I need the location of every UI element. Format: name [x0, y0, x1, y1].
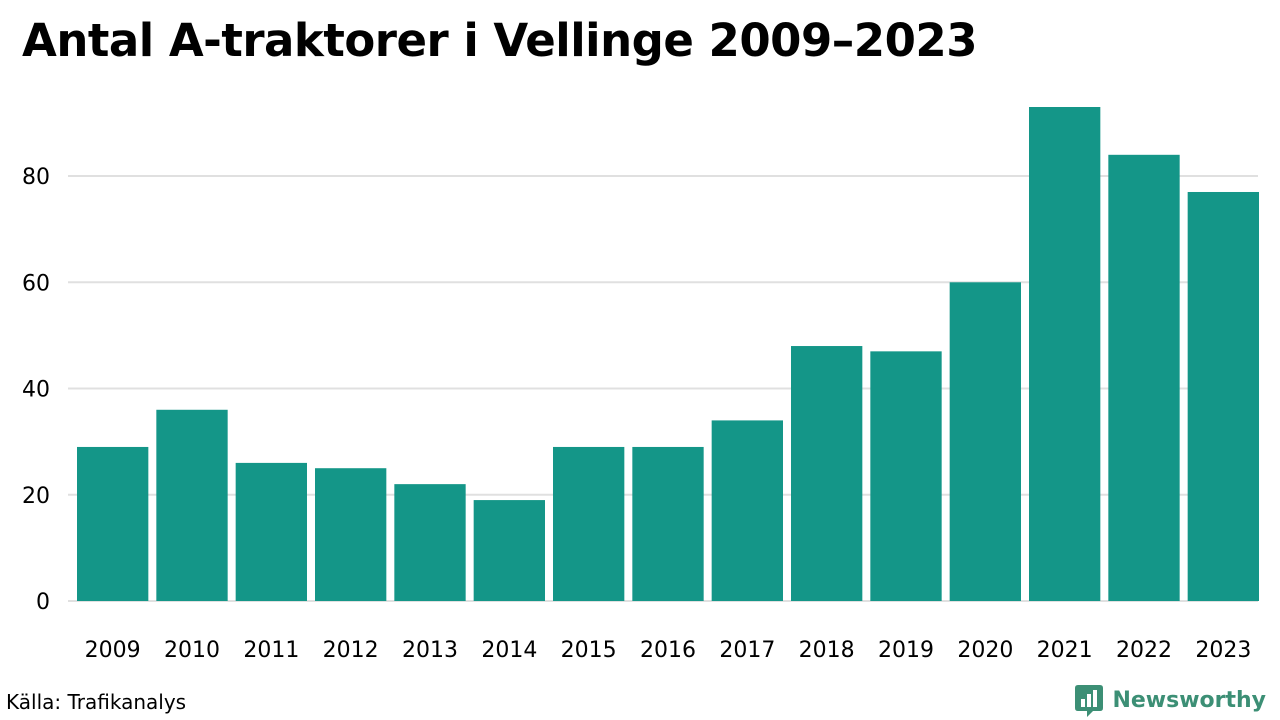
bar-2015[interactable]: [553, 446, 625, 601]
y-tick-label: 80: [22, 165, 50, 190]
chart-title: Antal A-traktorer i Vellinge 2009–2023: [22, 14, 978, 67]
bar-2019[interactable]: [870, 351, 942, 601]
x-tick-label: 2018: [799, 638, 855, 663]
x-tick-label: 2021: [1037, 638, 1093, 663]
x-tick-label: 2016: [640, 638, 696, 663]
brand: Newsworthy: [1074, 684, 1266, 717]
x-tick-label: 2009: [85, 638, 141, 663]
x-tick-label: 2014: [481, 638, 537, 663]
x-tick-label: 2019: [878, 638, 934, 663]
bar-2011[interactable]: [235, 462, 307, 601]
bar-2022[interactable]: [1108, 154, 1180, 601]
x-tick-label: 2012: [323, 638, 379, 663]
x-tick-label: 2022: [1116, 638, 1172, 663]
bar-2020[interactable]: [949, 282, 1021, 601]
x-tick-label: 2013: [402, 638, 458, 663]
bar-2010[interactable]: [156, 409, 228, 601]
source-label: Källa: Trafikanalys: [6, 690, 187, 714]
bar-2013[interactable]: [394, 484, 466, 601]
bar-2014[interactable]: [473, 500, 545, 601]
y-tick-label: 60: [22, 271, 50, 296]
y-tick-label: 40: [22, 378, 50, 403]
x-tick-label: 2017: [719, 638, 775, 663]
x-tick-label: 2011: [243, 638, 299, 663]
y-tick-label: 20: [22, 484, 50, 509]
bar-2023[interactable]: [1187, 191, 1259, 601]
bar-2016[interactable]: [632, 446, 704, 601]
bar-2012[interactable]: [315, 468, 387, 601]
x-axis-ticks: 2009 2010 2011 2012 2013 2014 2015 2016 2017 2018…: [85, 638, 1252, 663]
y-tick-label: 0: [36, 590, 50, 615]
bar-2018[interactable]: [791, 346, 863, 601]
bars: [77, 107, 1259, 601]
bar-2009[interactable]: [77, 446, 149, 601]
bar-2017[interactable]: [711, 420, 783, 601]
bar-2021[interactable]: [1029, 107, 1101, 601]
x-tick-label: 2010: [164, 638, 220, 663]
y-axis-ticks: 0 20 40 60 80: [22, 165, 50, 615]
brand-name: Newsworthy: [1112, 687, 1266, 713]
newsworthy-logo-icon: [1075, 685, 1104, 717]
x-tick-label: 2015: [561, 638, 617, 663]
x-tick-label: 2023: [1195, 638, 1251, 663]
x-tick-label: 2020: [957, 638, 1013, 663]
